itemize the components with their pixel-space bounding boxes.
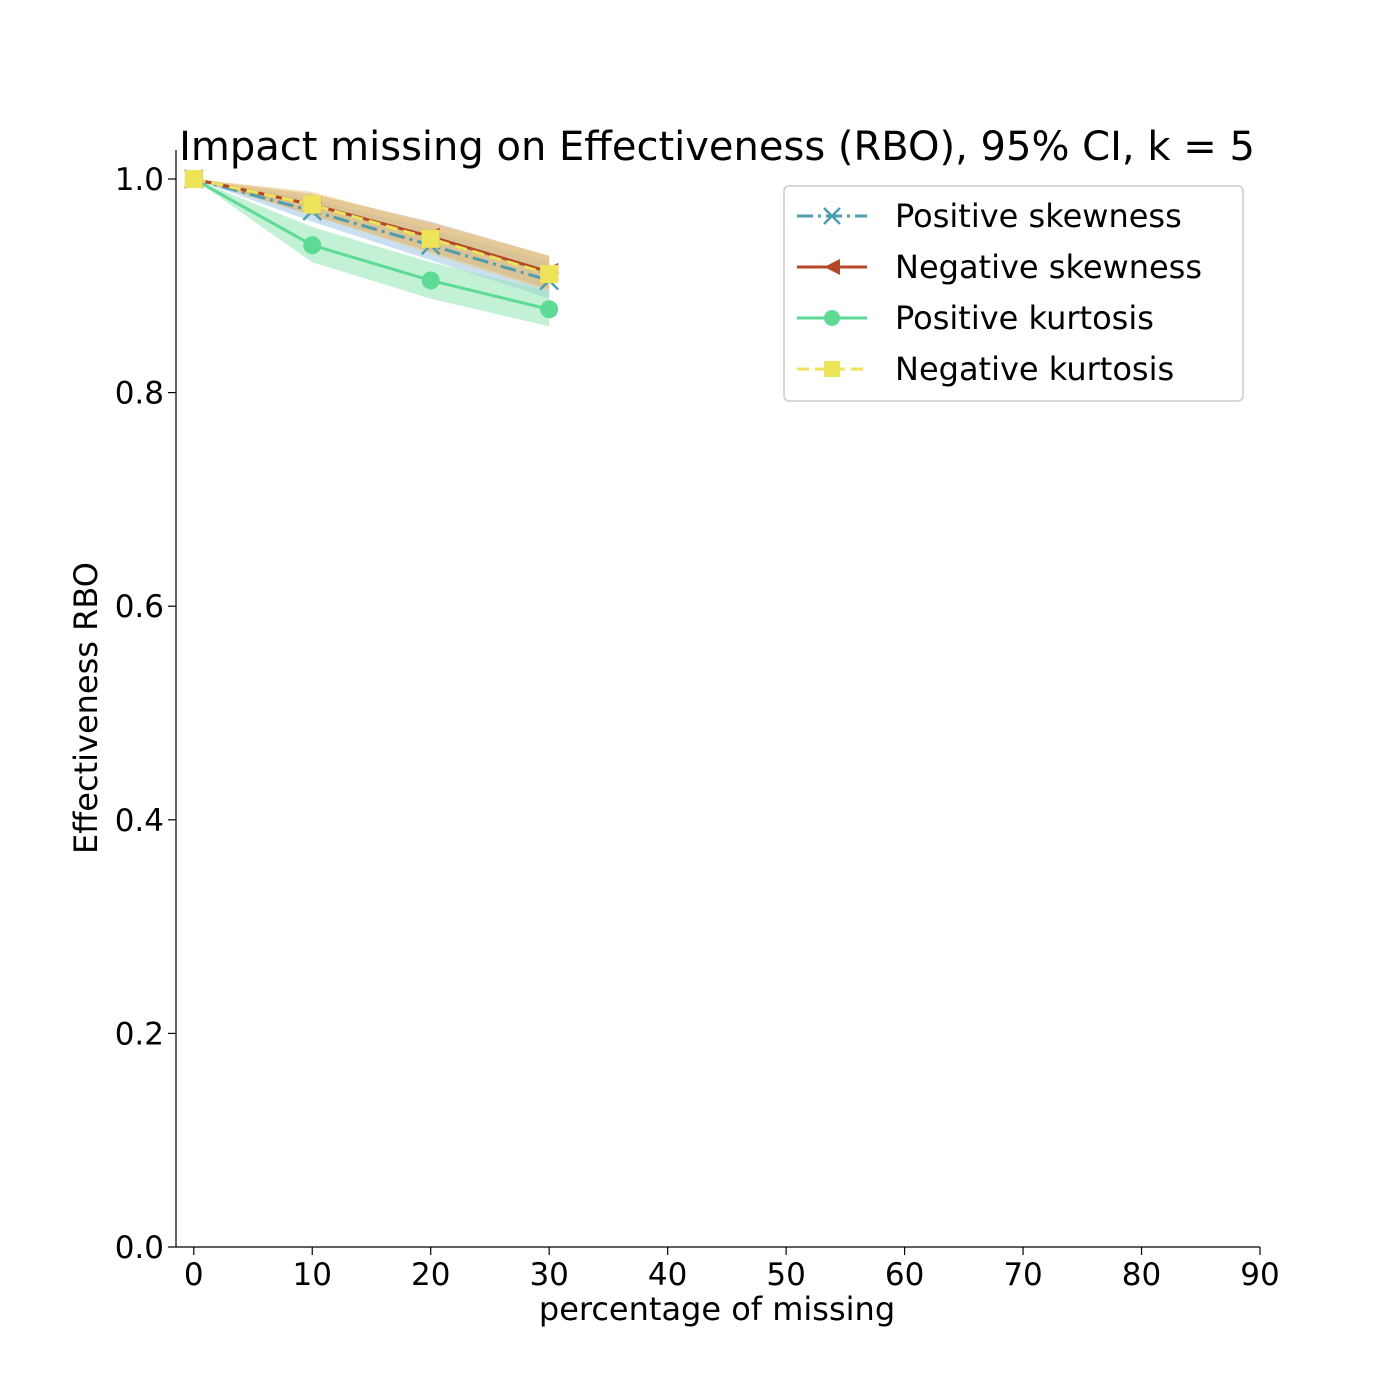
legend-label: Positive kurtosis — [895, 299, 1154, 337]
legend-marker — [823, 207, 841, 225]
legend-label: Negative skewness — [895, 248, 1202, 286]
legend-frame — [783, 185, 1244, 402]
confidence-band — [193, 179, 550, 299]
y-tick-label: 0.6 — [115, 589, 164, 625]
legend-label: Positive skewness — [895, 197, 1182, 235]
confidence-bands — [193, 179, 550, 327]
x-tick-label: 40 — [648, 1257, 687, 1293]
x-axis-label: percentage of missing — [539, 1290, 895, 1328]
legend: Positive skewness Negative skewness Positi… — [783, 185, 1244, 402]
data-point — [303, 236, 322, 255]
series-lines — [193, 177, 550, 311]
x-tick-label: 20 — [411, 1257, 450, 1293]
legend-marker — [824, 361, 840, 377]
y-tick-label: 0.2 — [115, 1016, 164, 1052]
y-axis-label: Effectiveness RBO — [67, 562, 105, 854]
data-point — [421, 271, 440, 290]
x-tick-label: 60 — [885, 1257, 924, 1293]
x-axis-ticks: 0 10 20 30 40 50 60 70 80 90 — [184, 1247, 1280, 1293]
x-tick-label: 10 — [293, 1257, 332, 1293]
x-tick-label: 0 — [184, 1257, 204, 1293]
data-point — [540, 265, 559, 284]
y-tick-label: 0.0 — [115, 1230, 164, 1266]
series-markers — [183, 169, 560, 319]
legend-marker — [824, 259, 840, 275]
data-point — [184, 170, 203, 188]
x-tick-label: 30 — [529, 1257, 568, 1293]
series-line — [193, 177, 550, 276]
y-tick-label: 0.8 — [115, 376, 164, 412]
data-point — [303, 195, 322, 214]
x-tick-label: 50 — [766, 1257, 805, 1293]
confidence-band — [193, 179, 550, 327]
legend-label: Negative kurtosis — [895, 350, 1174, 388]
series-line — [193, 177, 550, 282]
data-point — [421, 229, 440, 248]
y-tick-label: 0.4 — [115, 803, 164, 839]
x-tick-label: 70 — [1003, 1257, 1042, 1293]
data-point — [540, 300, 559, 319]
y-axis-ticks: 0.0 0.2 0.4 0.6 0.8 1.0 — [115, 162, 176, 1266]
legend-marker — [824, 310, 840, 326]
series-line — [193, 177, 550, 311]
x-tick-label: 80 — [1122, 1257, 1161, 1293]
chart-title: Impact missing on Effectiveness (RBO), 9… — [179, 124, 1255, 170]
y-tick-label: 1.0 — [115, 162, 164, 198]
x-tick-label: 90 — [1240, 1257, 1279, 1293]
